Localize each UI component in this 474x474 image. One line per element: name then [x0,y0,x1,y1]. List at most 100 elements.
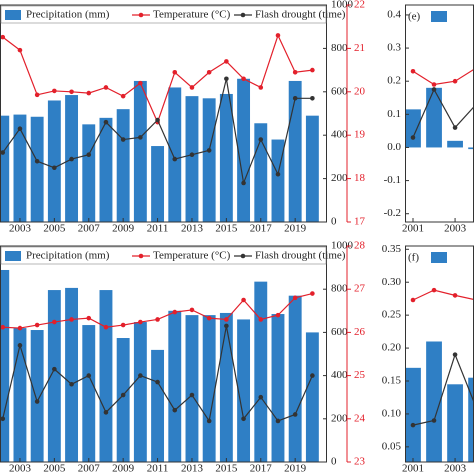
plot-frame [0,4,327,223]
y2-tick-label: 1000 [331,240,354,252]
point [241,416,246,422]
legend-point [138,253,144,259]
y3-tick-label: 24 [354,412,366,424]
bar [0,269,10,462]
x-tick-label: 2003 [9,223,32,235]
x-tick-label: 2001 [402,223,424,235]
point [224,59,229,64]
point [206,315,212,321]
y-tick-label: 0.35 [382,243,402,255]
x-tick-label: 2003 [444,463,467,474]
y2-tick-label: 200 [331,172,348,184]
y2-tick-label: 800 [331,42,348,54]
point [69,317,74,322]
bar [219,312,233,462]
point [258,317,264,322]
y2-tick-label: 400 [331,129,348,141]
legend-point [138,12,144,18]
y3-tick-label: 17 [354,216,366,228]
point [103,410,109,415]
legend-swatch [431,252,447,263]
point [138,319,143,325]
x-tick-label: 2019 [284,463,307,474]
bar [426,341,442,462]
bar [405,109,421,148]
point [292,412,298,417]
point [452,78,458,84]
bar [219,93,233,222]
point [292,69,298,75]
point [120,137,126,142]
point [0,34,6,40]
x-tick-label: 2009 [112,463,135,474]
y3-tick-label: 23 [354,456,366,468]
bar [168,87,182,223]
bar [305,115,319,222]
y3-tick-label: 21 [354,42,365,54]
y3-tick-label: 19 [354,129,366,141]
y-tick-label: 0.1 [387,108,401,120]
point [17,47,23,53]
point [34,322,40,328]
point [189,392,195,398]
point [34,158,40,164]
point [241,76,246,82]
point [292,96,298,101]
bar [133,80,147,222]
bar [13,114,27,222]
point [452,352,458,357]
x-tick-label: 2003 [444,223,467,235]
y2-tick-label: 1000 [331,0,354,11]
legend-label: Precipitation (mm) [26,9,110,21]
x-tick-label: 2011 [147,463,169,474]
bar [254,281,268,462]
point [258,394,264,400]
y-tick-label: 0.05 [382,440,402,452]
x-tick-label: 2007 [78,223,101,235]
bar [202,315,216,462]
point [138,135,143,140]
x-tick-label: 2019 [284,223,307,235]
point [103,85,109,90]
bar [447,384,463,462]
y-tick-label: 0.2 [387,75,401,87]
point [86,90,92,96]
legend-label: Flash drought (time) [255,9,346,21]
plot-frame [0,245,327,463]
bar [468,377,474,462]
point [310,291,315,296]
point [431,418,437,423]
point [52,165,57,171]
line [412,352,474,426]
y3-tick-label: 18 [354,172,366,184]
y2-tick-label: 0 [331,456,337,468]
y-tick-label: -0.1 [384,174,401,186]
bar [305,332,319,462]
legend-swatch [5,10,21,20]
point [292,295,298,301]
point [258,85,264,90]
panel-label: (e) [408,11,421,23]
legend-label: Temperature (°C) [153,9,231,21]
x-tick-label: 2017 [250,463,273,474]
line [412,68,474,86]
bar [202,98,216,222]
point [69,156,74,162]
point [17,343,23,348]
x-tick-label: 2001 [402,463,424,474]
x-tick-label: 2005 [43,463,66,474]
point [52,366,57,372]
bar [99,117,113,222]
y-tick-label: 0.25 [382,309,402,321]
point [52,319,57,325]
point [120,392,126,398]
y3-tick-label: 20 [354,85,366,97]
point [241,180,246,186]
x-tick-label: 2017 [250,223,273,235]
point [275,33,281,38]
point [452,293,458,298]
y-tick-label: 0.15 [382,375,402,387]
bar [116,338,130,462]
point [69,89,74,95]
